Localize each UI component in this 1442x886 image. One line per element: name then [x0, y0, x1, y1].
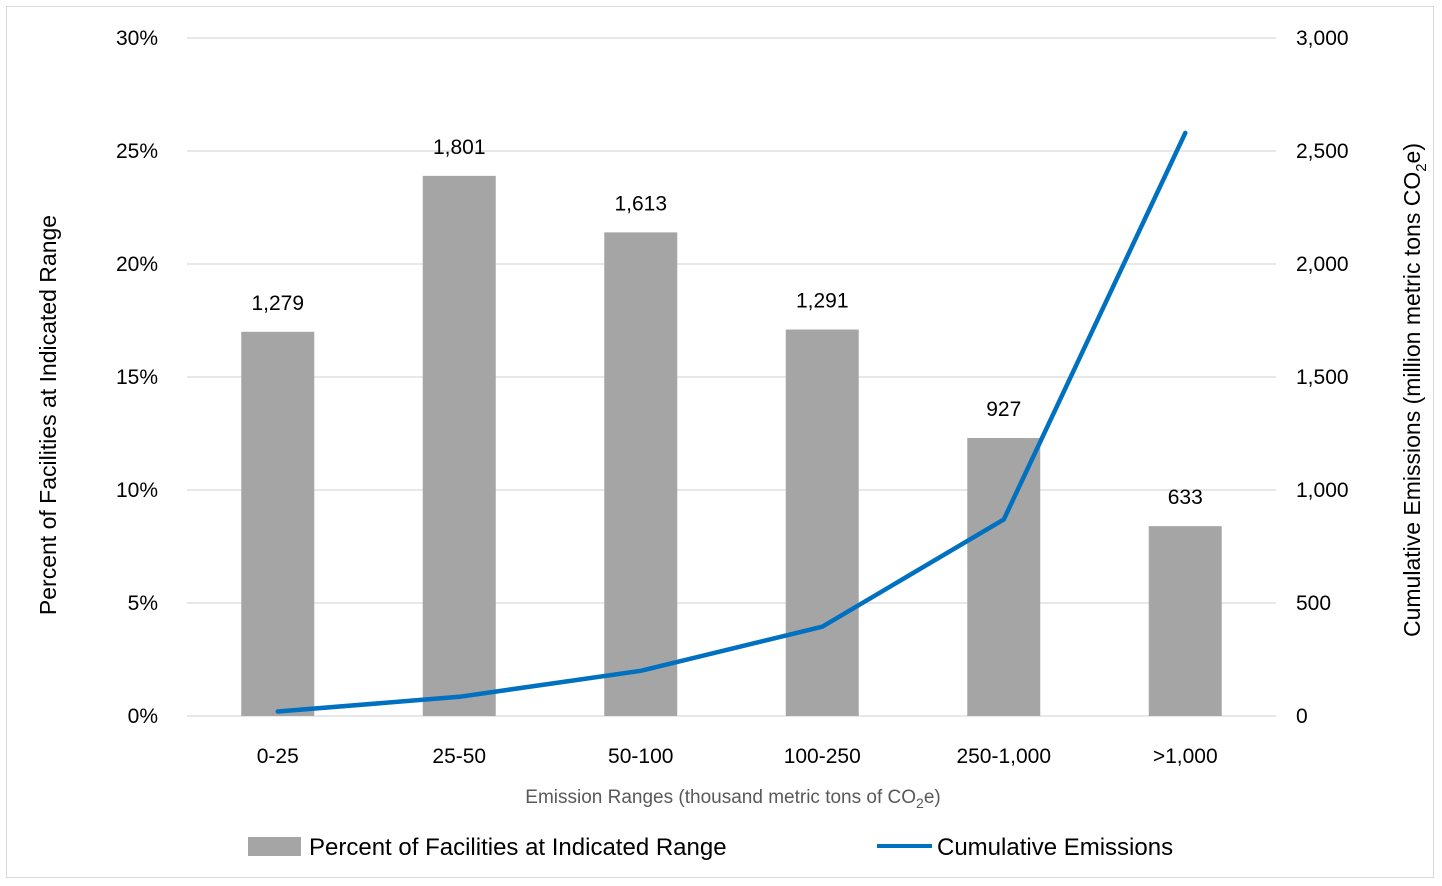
bar-data-label: 1,801 — [433, 136, 486, 159]
x-tick-label: 100-250 — [784, 745, 861, 768]
bar — [1148, 526, 1222, 716]
cumulative-emissions-line — [275, 130, 1188, 714]
right-tick-label: 500 — [1296, 592, 1331, 615]
x-axis-ticks: 0-25 25-50 50-100 100-250 250-1,000 >1,000 — [257, 745, 1218, 768]
legend-line-label: Cumulative Emissions — [937, 834, 1173, 861]
right-tick-label: 3,000 — [1296, 27, 1349, 50]
left-axis-ticks: 0% 5% 10% 15% 20% 25% 30% — [116, 27, 158, 728]
x-axis-title: Emission Ranges (thousand metric tons of… — [525, 787, 940, 811]
bar — [604, 232, 678, 717]
legend: Percent of Facilities at Indicated Range… — [248, 834, 1173, 861]
left-tick-label: 20% — [116, 253, 158, 276]
legend-bar-swatch — [248, 837, 301, 856]
left-tick-label: 30% — [116, 27, 158, 50]
bar-data-label: 927 — [986, 398, 1021, 421]
bar-data-label: 633 — [1168, 486, 1203, 509]
right-axis-ticks: 0 500 1,000 1,500 2,000 2,500 3,000 — [1296, 27, 1349, 728]
bar — [422, 175, 496, 717]
chart-frame — [6, 6, 1434, 878]
right-tick-label: 2,000 — [1296, 253, 1349, 276]
x-axis-title-main: Emission Ranges (thousand metric tons of… — [525, 787, 916, 808]
right-axis-title-main: Cumulative Emissions (million metric ton… — [1399, 172, 1425, 637]
right-axis-title-suffix: e) — [1399, 143, 1425, 163]
x-tick-label: >1,000 — [1153, 745, 1218, 768]
bar — [241, 331, 315, 716]
bar — [785, 329, 859, 716]
x-tick-label: 0-25 — [257, 745, 299, 768]
left-tick-label: 5% — [128, 592, 158, 615]
bar-data-label: 1,291 — [796, 290, 849, 313]
left-tick-label: 0% — [128, 705, 158, 728]
bar-series — [241, 175, 1222, 717]
x-axis-title-suffix: e) — [924, 787, 941, 808]
bar-data-label: 1,613 — [614, 192, 667, 215]
left-tick-label: 25% — [116, 140, 158, 163]
bar-data-label: 1,279 — [251, 292, 304, 315]
right-tick-label: 0 — [1296, 705, 1308, 728]
x-tick-label: 250-1,000 — [956, 745, 1051, 768]
right-axis-title-subscript: 2 — [1413, 163, 1430, 171]
left-tick-label: 15% — [116, 366, 158, 389]
right-tick-label: 2,500 — [1296, 140, 1349, 163]
bar — [967, 438, 1041, 716]
x-axis-title-subscript: 2 — [916, 795, 924, 811]
left-axis-title: Percent of Facilities at Indicated Range — [35, 215, 61, 615]
gridlines — [187, 37, 1276, 717]
left-tick-label: 10% — [116, 479, 158, 502]
right-tick-label: 1,000 — [1296, 479, 1349, 502]
legend-bar-label: Percent of Facilities at Indicated Range — [309, 834, 727, 861]
line-series — [275, 130, 1188, 714]
right-axis-title: Cumulative Emissions (million metric ton… — [1399, 143, 1430, 637]
x-tick-label: 25-50 — [432, 745, 486, 768]
right-tick-label: 1,500 — [1296, 366, 1349, 389]
x-tick-label: 50-100 — [608, 745, 673, 768]
bar-data-labels: 1,279 1,801 1,613 1,291 927 633 — [251, 136, 1202, 509]
